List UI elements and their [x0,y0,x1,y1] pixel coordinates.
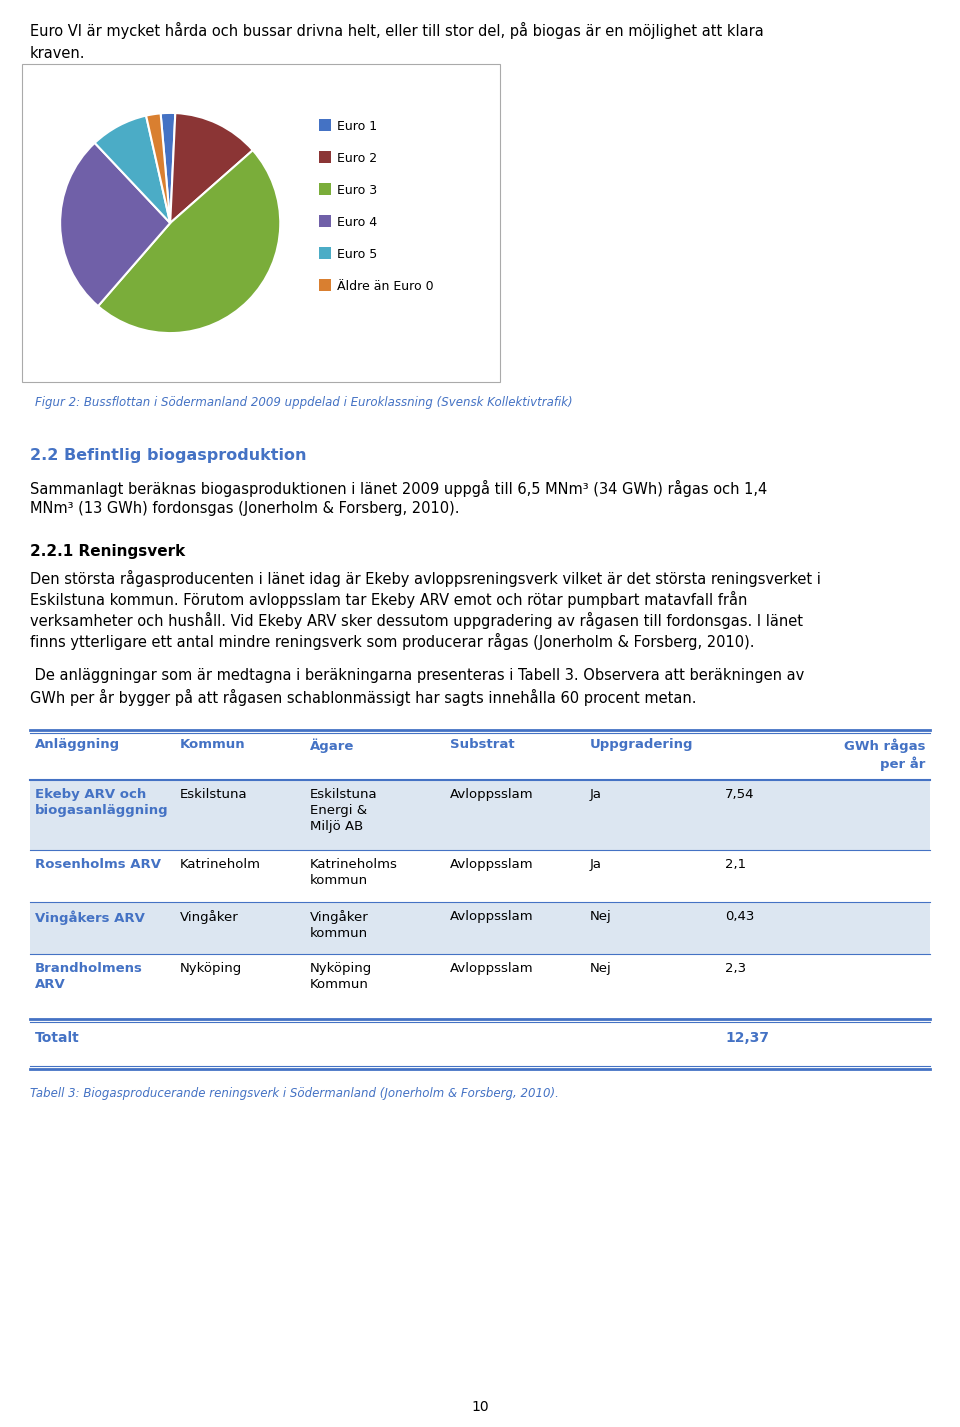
Text: finns ytterligare ett antal mindre reningsverk som producerar rågas (Jonerholm &: finns ytterligare ett antal mindre renin… [30,634,755,651]
Wedge shape [146,113,170,223]
Text: Katrineholm: Katrineholm [180,858,261,870]
Text: kraven.: kraven. [30,46,85,61]
Text: Rosenholms ARV: Rosenholms ARV [35,858,161,870]
Text: Äldre än Euro 0: Äldre än Euro 0 [337,280,433,293]
Text: 2,1: 2,1 [725,858,746,870]
Text: Totalt: Totalt [35,1030,80,1045]
Bar [30,850,930,902]
Text: Figur 2: Bussflottan i Södermanland 2009 uppdelad i Euroklassning (Svensk Kollek: Figur 2: Bussflottan i Södermanland 2009… [35,397,572,410]
Bar [319,280,331,291]
Text: GWh per år bygger på att rågasen schablonmässigt har sagts innehålla 60 procent : GWh per år bygger på att rågasen schablo… [30,689,697,706]
Wedge shape [95,116,170,223]
Text: 2.2 Befintlig biogasproduktion: 2.2 Befintlig biogasproduktion [30,448,306,462]
Bar [22,64,500,382]
Wedge shape [160,113,176,223]
Text: Euro VI är mycket hårda och bussar drivna helt, eller till stor del, på biogas ä: Euro VI är mycket hårda och bussar drivn… [30,21,764,39]
Text: 7,54: 7,54 [725,788,755,801]
Text: Ägare: Ägare [310,738,354,752]
Text: Eskilstuna kommun. Förutom avloppsslam tar Ekeby ARV emot och rötar pumpbart mat: Eskilstuna kommun. Förutom avloppsslam t… [30,591,748,608]
Text: Euro 4: Euro 4 [337,215,377,228]
Bar [30,902,930,955]
Text: Brandholmens
ARV: Brandholmens ARV [35,962,143,990]
Text: Ja: Ja [590,788,602,801]
Text: Vingåker: Vingåker [180,910,239,923]
Text: 2.2.1 Reningsverk: 2.2.1 Reningsverk [30,544,185,559]
Text: 10: 10 [471,1400,489,1414]
Text: Avloppsslam: Avloppsslam [450,858,534,870]
Text: Ja: Ja [590,858,602,870]
Text: Tabell 3: Biogasproducerande reningsverk i Södermanland (Jonerholm & Forsberg, 2: Tabell 3: Biogasproducerande reningsverk… [30,1087,559,1100]
Bar [319,118,331,131]
Bar [30,781,930,850]
Text: Eskilstuna: Eskilstuna [180,788,248,801]
Text: Avloppsslam: Avloppsslam [450,910,534,923]
Text: Avloppsslam: Avloppsslam [450,962,534,975]
Text: 12,37: 12,37 [725,1030,769,1045]
Text: MNm³ (13 GWh) fordonsgas (Jonerholm & Forsberg, 2010).: MNm³ (13 GWh) fordonsgas (Jonerholm & Fo… [30,501,460,517]
Text: Avloppsslam: Avloppsslam [450,788,534,801]
Text: Nyköping: Nyköping [180,962,242,975]
Bar [30,955,930,1019]
Bar [30,1019,930,1069]
Text: verksamheter och hushåll. Vid Ekeby ARV sker dessutom uppgradering av rågasen ti: verksamheter och hushåll. Vid Ekeby ARV … [30,612,803,629]
Text: Vingåker
kommun: Vingåker kommun [310,910,369,940]
Bar [319,247,331,258]
Text: Nej: Nej [590,910,612,923]
Text: 0,43: 0,43 [725,910,755,923]
Text: Vingåkers ARV: Vingåkers ARV [35,910,145,925]
Text: Eskilstuna
Energi &
Miljö AB: Eskilstuna Energi & Miljö AB [310,788,377,833]
Text: Euro 3: Euro 3 [337,184,377,197]
Text: Euro 2: Euro 2 [337,153,377,166]
Wedge shape [170,113,252,223]
Text: Euro 5: Euro 5 [337,248,377,261]
Text: Anläggning: Anläggning [35,738,120,751]
Text: Uppgradering: Uppgradering [590,738,693,751]
Text: Den största rågasproducenten i länet idag är Ekeby avloppsreningsverk vilket är : Den största rågasproducenten i länet ida… [30,569,821,586]
Bar [319,215,331,227]
Text: Nyköping
Kommun: Nyköping Kommun [310,962,372,990]
Wedge shape [98,150,280,332]
Text: Ekeby ARV och
biogasanläggning: Ekeby ARV och biogasanläggning [35,788,169,818]
Bar [319,183,331,195]
Text: GWh rågas
per år: GWh rågas per år [844,738,925,771]
Text: Katrineholms
kommun: Katrineholms kommun [310,858,397,888]
Text: 2,3: 2,3 [725,962,746,975]
Text: Euro 1: Euro 1 [337,120,377,133]
Text: Nej: Nej [590,962,612,975]
Text: Substrat: Substrat [450,738,515,751]
Text: De anläggningar som är medtagna i beräkningarna presenteras i Tabell 3. Observer: De anläggningar som är medtagna i beräkn… [30,668,804,684]
Text: Kommun: Kommun [180,738,246,751]
Bar [319,151,331,163]
Text: Sammanlagt beräknas biogasproduktionen i länet 2009 uppgå till 6,5 MNm³ (34 GWh): Sammanlagt beräknas biogasproduktionen i… [30,479,767,497]
Wedge shape [60,143,170,307]
